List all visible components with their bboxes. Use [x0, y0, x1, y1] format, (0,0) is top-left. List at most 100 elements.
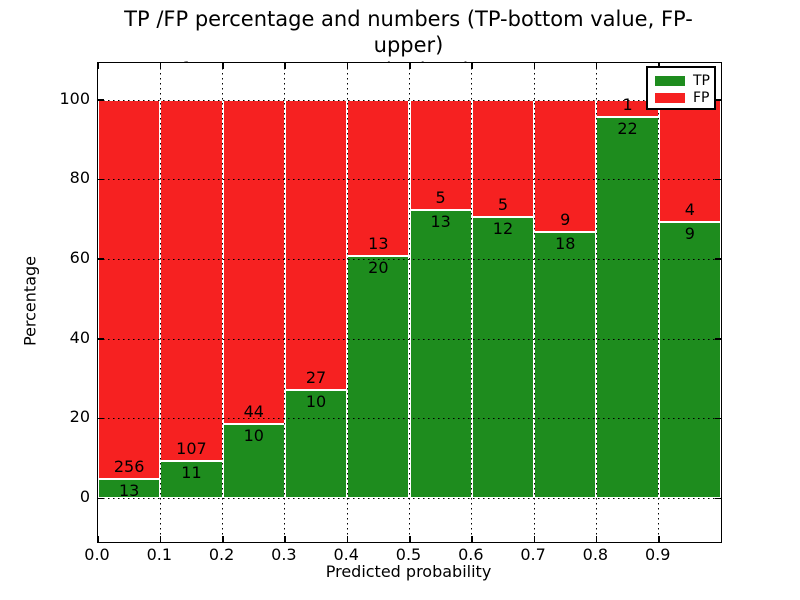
- x-tick-label: 0.0: [84, 545, 110, 564]
- bar-fp-segment: [160, 99, 223, 461]
- bar-fp-segment: [222, 99, 285, 425]
- x-tick-mark-top: [97, 63, 99, 69]
- bar-fp-segment: [98, 99, 161, 479]
- bar-fp-segment: [534, 99, 597, 233]
- bar-fp-segment: [471, 99, 535, 217]
- x-tick-label: 0.2: [208, 545, 235, 564]
- x-tick-mark-bottom: [533, 536, 536, 542]
- plot-area: 256 13 107 11 44 10 27 10 13 20 5 13 5 12 9 18 1 22 4 9: [97, 62, 722, 543]
- gridline-vertical: [346, 63, 348, 542]
- tp-count-label: 13: [118, 480, 140, 500]
- fp-legend-swatch: [655, 92, 685, 103]
- legend: TP FP: [646, 66, 716, 110]
- x-tick-label: 0.5: [395, 545, 422, 564]
- y-tick-label: 60: [69, 247, 90, 267]
- y-tick-mark-left: [98, 497, 104, 499]
- x-tick-mark-bottom: [346, 536, 349, 542]
- y-tick-mark-left: [98, 258, 104, 260]
- gridline-vertical: [471, 63, 473, 542]
- gridline-horizontal: [98, 338, 721, 340]
- gridline-vertical: [159, 63, 161, 542]
- gridline-vertical: [409, 63, 410, 542]
- tp-count-label: 10: [243, 426, 264, 446]
- x-tick-mark-bottom: [658, 536, 660, 542]
- legend-item-fp: FP: [648, 89, 714, 106]
- gridline-horizontal: [98, 179, 721, 181]
- fp-legend-label: FP: [693, 89, 710, 106]
- y-tick-mark-right: [715, 497, 721, 499]
- x-tick-mark-bottom: [222, 536, 224, 542]
- gridline-horizontal: [98, 99, 721, 101]
- fp-count-label: 13: [368, 234, 389, 254]
- x-tick-mark-top: [346, 63, 349, 69]
- x-tick-label: 0.1: [146, 545, 173, 564]
- fp-count-label: 5: [497, 194, 509, 214]
- bar-tp-segment: [284, 390, 348, 498]
- fp-count-label: 5: [435, 188, 446, 208]
- tp-count-label: 11: [181, 462, 202, 482]
- y-tick-mark-right: [715, 417, 721, 420]
- x-tick-mark-bottom: [159, 536, 162, 542]
- y-tick-mark-right: [715, 258, 721, 260]
- fp-count-label: 256: [113, 456, 145, 476]
- chart-title-line1: TP /FP percentage and numbers (TP-bottom…: [124, 7, 693, 57]
- y-tick-label: 40: [69, 327, 90, 347]
- bar-fp-segment: [347, 99, 410, 257]
- bar-fp-segment: [284, 99, 348, 391]
- gridline-vertical: [222, 63, 224, 542]
- x-tick-label: 0.7: [520, 545, 546, 564]
- bar-tp-segment: [160, 460, 223, 498]
- x-tick-mark-bottom: [595, 536, 598, 542]
- y-tick-label: 80: [69, 168, 90, 188]
- fp-count-label: 27: [305, 368, 327, 388]
- y-tick-mark-left: [98, 338, 104, 340]
- bar-tp-segment: [596, 116, 659, 498]
- y-tick-mark-left: [98, 417, 104, 420]
- y-axis-label: Percentage: [20, 255, 40, 347]
- tp-count-label: 9: [684, 224, 695, 244]
- fp-count-label: 107: [176, 438, 207, 458]
- x-tick-label: 0.8: [582, 545, 609, 564]
- x-tick-mark-top: [284, 63, 286, 69]
- fp-count-label: 44: [243, 402, 264, 422]
- tp-count-label: 20: [368, 258, 389, 278]
- y-tick-label: 0: [79, 487, 90, 506]
- y-tick-mark-left: [98, 99, 104, 101]
- x-tick-mark-bottom: [97, 536, 99, 542]
- tp-count-label: 13: [430, 212, 451, 232]
- x-tick-mark-top: [222, 63, 224, 69]
- y-tick-mark-left: [98, 178, 104, 181]
- gridline-vertical: [595, 63, 597, 542]
- bar-tp-segment: [222, 424, 285, 498]
- y-tick-label: 20: [69, 407, 90, 427]
- x-tick-label: 0.6: [458, 545, 484, 564]
- bar-tp-segment: [409, 210, 472, 498]
- x-tick-label: 0.4: [333, 545, 359, 564]
- gridline-vertical: [284, 63, 286, 542]
- y-tick-mark-right: [715, 178, 721, 181]
- bar-fp-segment: [409, 99, 472, 211]
- bar-tp-segment: [98, 478, 161, 498]
- gridline-vertical: [533, 63, 535, 542]
- x-tick-mark-top: [595, 63, 598, 69]
- legend-item-tp: TP: [648, 72, 714, 89]
- x-tick-mark-top: [159, 63, 162, 69]
- y-tick-label: 100: [59, 88, 90, 108]
- bar-tp-segment: [658, 222, 721, 498]
- gridline-horizontal: [98, 498, 721, 499]
- tp-count-label: 12: [492, 218, 514, 238]
- x-tick-mark-bottom: [471, 536, 473, 542]
- x-tick-label: 0.3: [271, 545, 297, 564]
- fp-count-label: 4: [684, 200, 695, 220]
- bar-tp-segment: [471, 216, 535, 498]
- x-axis-label: Predicted probability: [325, 562, 492, 581]
- fp-count-label: 1: [622, 94, 633, 114]
- gridline-horizontal: [98, 258, 721, 260]
- y-tick-mark-right: [715, 338, 721, 340]
- tp-count-label: 22: [617, 118, 638, 138]
- tp-legend-label: TP: [693, 72, 710, 89]
- bar-fp-segment: [658, 99, 721, 223]
- bar-tp-segment: [347, 256, 410, 498]
- x-tick-mark-bottom: [284, 536, 286, 542]
